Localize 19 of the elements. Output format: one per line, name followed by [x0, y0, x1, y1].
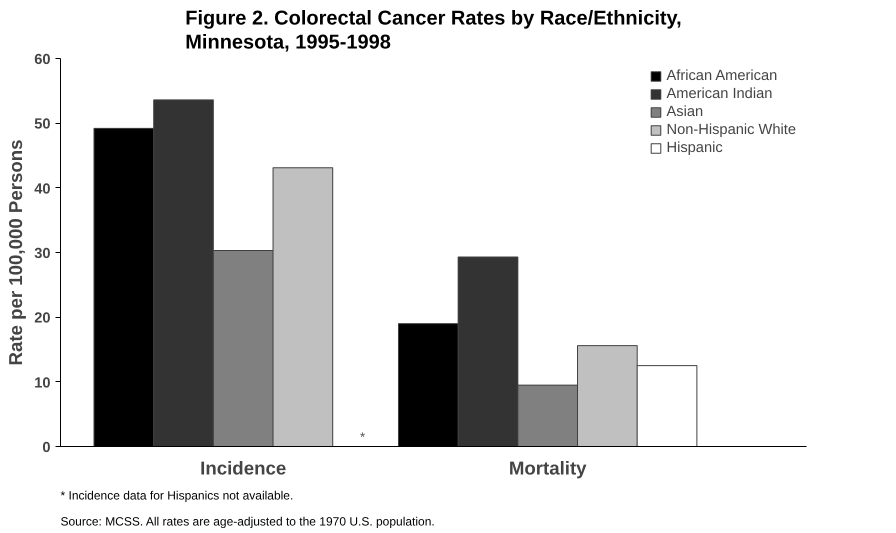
- legend-label: Hispanic: [666, 140, 723, 156]
- annotation: *: [360, 430, 366, 444]
- x-tick-label: Mortality: [508, 458, 588, 478]
- y-tick-label: 0: [42, 440, 51, 456]
- legend-label: American Indian: [666, 86, 772, 102]
- y-tick-label: 20: [34, 310, 51, 327]
- y-tick-label: 50: [34, 116, 51, 133]
- y-tick-label: 40: [34, 181, 51, 198]
- source-note: Source: MCSS. All rates are age-adjusted to the 1970 U.S. population.: [60, 514, 435, 528]
- legend-label: Asian: [666, 104, 704, 120]
- y-axis-title: Rate per 100,000 Persons: [5, 139, 26, 366]
- legend-label: African American: [666, 68, 778, 84]
- y-tick-label: 10: [34, 375, 51, 392]
- y-tick-label: 30: [34, 246, 51, 262]
- legend-label: Non-Hispanic White: [666, 122, 796, 138]
- chart-title: Figure 2. Colorectal Cancer Rates by Race/Ethnicity, Minnesota, 1995-1998: [185, 7, 682, 54]
- x-tick-label: Incidence: [200, 458, 286, 478]
- text: * Incidence data for Hispanics not available.: [60, 488, 294, 502]
- y-tick-label: 60: [34, 52, 51, 68]
